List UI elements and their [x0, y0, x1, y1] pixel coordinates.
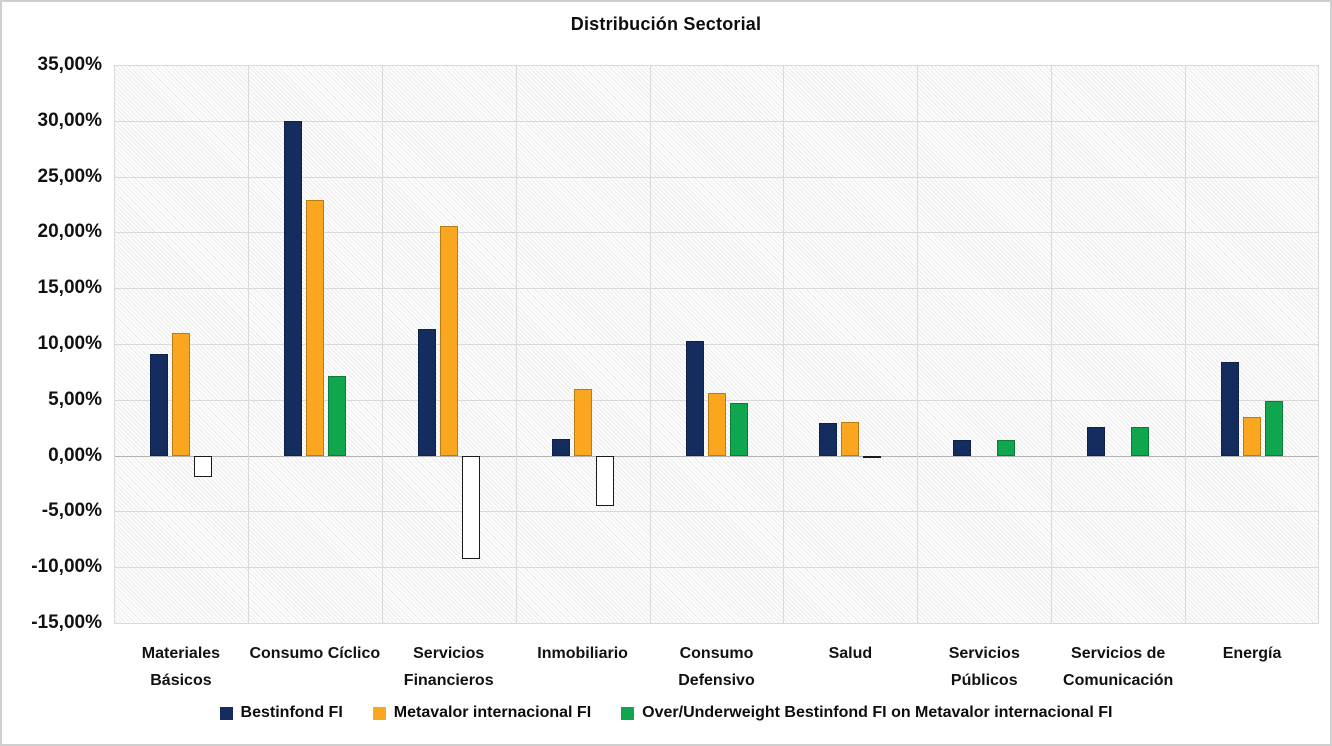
bar-bestinfond	[283, 120, 302, 456]
legend-label: Metavalor internacional FI	[393, 704, 592, 721]
vertical-gridline	[1318, 65, 1319, 623]
bar-overunderweight	[461, 455, 480, 560]
horizontal-gridline	[114, 176, 1319, 178]
legend-label: Over/Underweight Bestinfond FI on Metava…	[642, 704, 1113, 721]
bar-overunderweight	[863, 455, 882, 458]
y-axis-tick-label: 0,00%	[48, 444, 102, 466]
y-axis-tick-label: 25,00%	[37, 165, 102, 187]
y-axis-tick-label: 35,00%	[37, 54, 102, 75]
bar-bestinfond	[685, 340, 704, 456]
bar-metavalor	[707, 393, 726, 456]
horizontal-gridline	[114, 288, 1319, 290]
bar-bestinfond	[819, 423, 838, 456]
horizontal-gridline	[114, 65, 1319, 66]
bar-overunderweight	[193, 455, 212, 477]
y-axis-tick-label: -5,00%	[41, 500, 102, 522]
bar-overunderweight	[997, 439, 1016, 456]
vertical-gridline	[650, 65, 651, 623]
bar-metavalor	[1243, 416, 1262, 456]
x-axis-category-label: Materiales Básicos	[141, 645, 221, 689]
legend-swatch-icon	[621, 706, 635, 720]
zero-gridline	[114, 455, 1319, 457]
y-axis-tick-label: -10,00%	[31, 556, 102, 578]
horizontal-gridline	[114, 344, 1319, 345]
y-axis-tick-label: 15,00%	[37, 277, 102, 299]
x-axis-category-label: Energía	[1222, 645, 1282, 662]
vertical-gridline	[1051, 65, 1052, 623]
horizontal-gridline	[114, 511, 1319, 513]
legend-swatch-icon	[372, 706, 386, 720]
vertical-gridline	[783, 65, 784, 623]
vertical-gridline	[1185, 65, 1186, 623]
bar-overunderweight	[1265, 400, 1284, 456]
bar-overunderweight	[327, 376, 346, 456]
bar-overunderweight	[1131, 426, 1150, 456]
legend-item: Over/Underweight Bestinfond FI on Metava…	[621, 704, 1112, 722]
chart-title: Distribución Sectorial	[570, 14, 762, 34]
plot-area	[114, 65, 1319, 624]
bar-overunderweight	[595, 455, 614, 506]
bar-overunderweight	[729, 403, 748, 456]
x-axis-category-label: Inmobiliario	[537, 645, 628, 662]
x-axis-category-label: Consumo Defensivo	[678, 645, 755, 689]
bar-metavalor	[305, 200, 324, 456]
x-axis-category-label: Servicios Financieros	[403, 645, 494, 689]
legend: Bestinfond FI Metavalor internacional FI O…	[2, 704, 1330, 722]
y-axis-tick-label: 30,00%	[37, 109, 102, 131]
x-axis-category-label: Servicios Públicos	[948, 645, 1020, 689]
y-axis-tick-label: 20,00%	[37, 221, 102, 243]
bar-metavalor	[439, 225, 458, 456]
bar-bestinfond	[1087, 426, 1106, 456]
bar-bestinfond	[551, 438, 570, 456]
x-axis-category-label: Salud	[828, 645, 873, 662]
bar-metavalor	[573, 388, 592, 456]
y-axis-tick-label: 5,00%	[48, 388, 102, 410]
bar-bestinfond	[1221, 361, 1240, 456]
horizontal-gridline	[114, 567, 1319, 569]
horizontal-gridline	[114, 120, 1319, 122]
horizontal-gridline	[114, 232, 1319, 234]
x-axis-category-label: Consumo Cíclico	[249, 645, 381, 662]
bar-metavalor	[841, 422, 860, 456]
legend-item: Bestinfond FI	[219, 704, 343, 722]
y-axis-tick-label: 10,00%	[37, 333, 102, 354]
legend-swatch-icon	[219, 706, 233, 720]
vertical-gridline	[516, 65, 517, 623]
legend-item: Metavalor internacional FI	[372, 704, 592, 722]
vertical-gridline	[114, 65, 115, 623]
vertical-gridline	[917, 65, 918, 623]
vertical-gridline	[248, 65, 249, 623]
bar-bestinfond	[953, 439, 972, 456]
y-axis-tick-label: -15,00%	[31, 612, 102, 633]
x-axis-category-label: Servicios de Comunicación	[1063, 645, 1174, 689]
vertical-gridline	[382, 65, 383, 623]
horizontal-gridline	[114, 623, 1319, 624]
bar-bestinfond	[417, 329, 436, 456]
bar-metavalor	[171, 332, 190, 456]
bar-bestinfond	[149, 354, 168, 456]
legend-label: Bestinfond FI	[240, 704, 343, 721]
